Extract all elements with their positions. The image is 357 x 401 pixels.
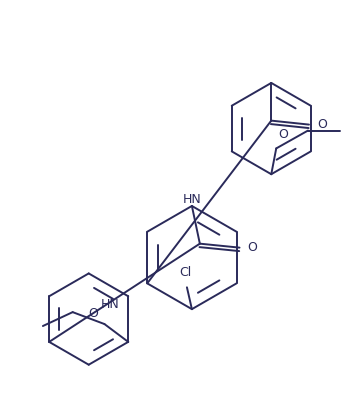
- Text: Cl: Cl: [179, 266, 191, 279]
- Text: O: O: [89, 307, 99, 320]
- Text: HN: HN: [101, 298, 120, 311]
- Text: HN: HN: [182, 192, 201, 205]
- Text: O: O: [278, 128, 288, 142]
- Text: O: O: [317, 118, 327, 131]
- Text: O: O: [247, 241, 257, 254]
